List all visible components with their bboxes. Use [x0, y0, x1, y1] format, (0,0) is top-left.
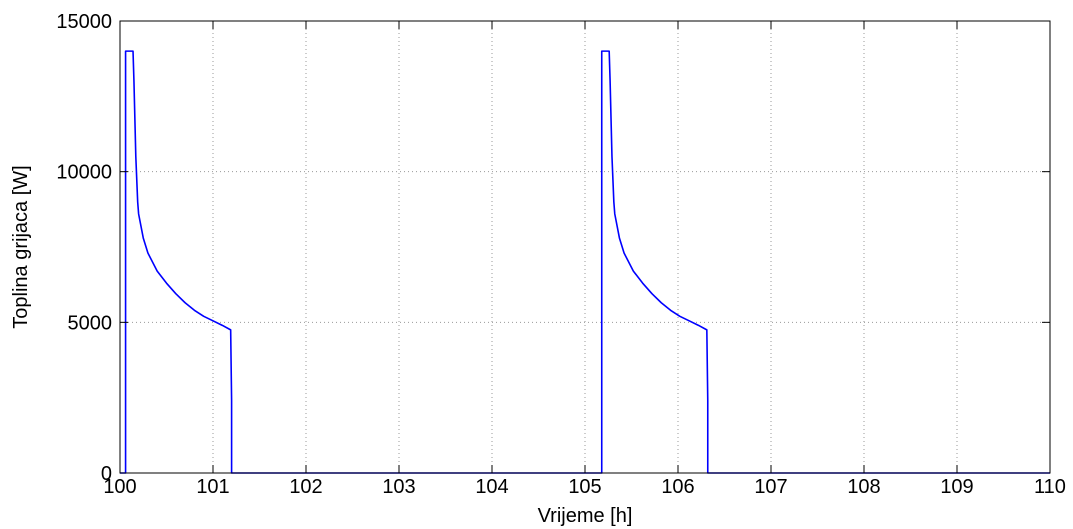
grid — [120, 21, 1050, 473]
y-tick-label: 5000 — [68, 312, 113, 334]
x-tick-label: 102 — [289, 476, 322, 498]
x-tick-label: 108 — [847, 476, 880, 498]
y-tick-label: 15000 — [56, 11, 112, 33]
x-tick-label: 106 — [661, 476, 694, 498]
x-tick-label: 104 — [475, 476, 508, 498]
ticks — [119, 20, 1051, 474]
y-tick-label: 10000 — [56, 162, 112, 184]
x-axis-label: Vrijeme [h] — [538, 505, 633, 527]
y-axis-label: Toplina grijaca [W] — [10, 165, 32, 328]
tick-labels: 100 101 102 103 104 105 106 107 108 109 110 0 5000 10… — [56, 11, 1066, 498]
x-tick-label: 101 — [196, 476, 229, 498]
y-tick-label: 0 — [101, 463, 112, 485]
x-tick-label: 105 — [568, 476, 601, 498]
x-tick-label: 107 — [754, 476, 787, 498]
x-tick-label: 110 — [1034, 476, 1066, 498]
x-tick-label: 109 — [940, 476, 973, 498]
x-tick-label: 103 — [382, 476, 415, 498]
x-tick-label: 100 — [103, 476, 136, 498]
